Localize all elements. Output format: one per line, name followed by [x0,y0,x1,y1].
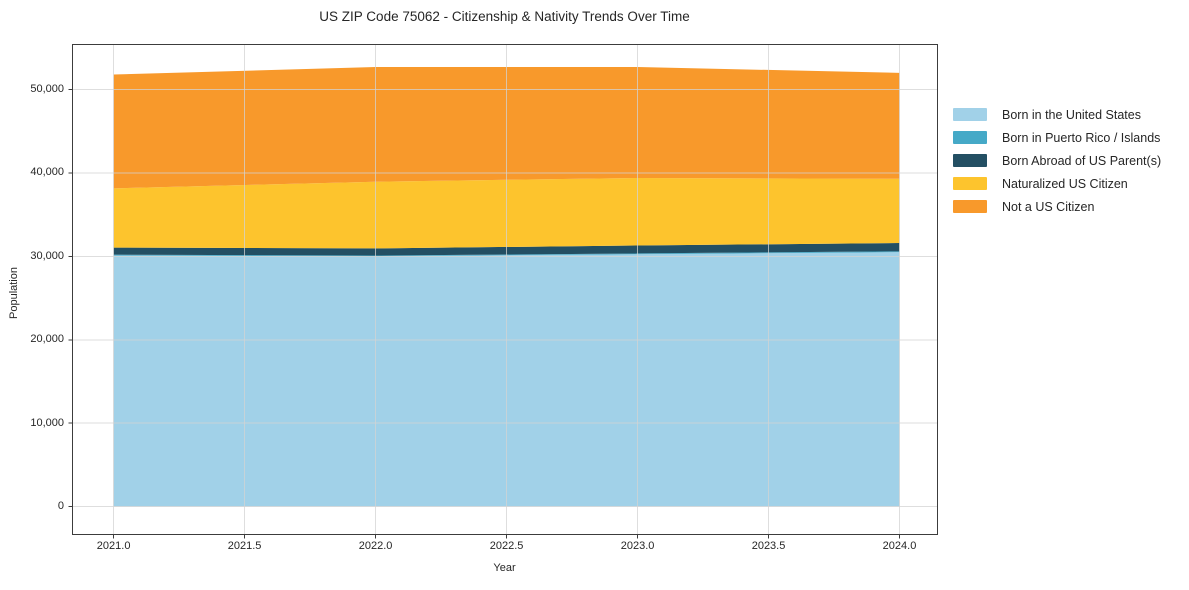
legend-item: Naturalized US Citizen [953,176,1161,191]
legend-item: Born in the United States [953,107,1161,122]
legend-swatch-icon [953,200,987,213]
legend-label: Born in the United States [1002,107,1141,122]
legend-item: Born Abroad of US Parent(s) [953,153,1162,168]
legend-swatch-icon [953,131,987,144]
legend-item: Born in Puerto Rico / Islands [953,130,1161,145]
legend-label: Not a US Citizen [1002,199,1095,214]
legend-label: Born Abroad of US Parent(s) [1002,153,1162,168]
y-axis-title-text: Population [8,267,20,319]
legend-label: Born in Puerto Rico / Islands [1002,130,1161,145]
y-tick-label: 50,000 [30,83,64,96]
x-axis-title: Year [493,562,516,574]
legend-swatch-icon [953,108,987,121]
x-tick-label: 2021.0 [96,540,131,552]
y-tick-label: 10,000 [30,416,64,429]
x-tick-label: 2021.5 [227,540,262,552]
chart-title: US ZIP Code 75062 - Citizenship & Nativi… [319,9,690,24]
y-tick-label: 20,000 [30,333,64,346]
legend-swatch-icon [953,177,987,190]
x-tick-label: 2022.5 [489,540,524,552]
plot-border [71,43,939,536]
x-tick-label: 2024.0 [882,540,917,552]
legend-swatch-icon [953,154,987,167]
x-tick-label: 2022.0 [358,540,393,552]
x-tick-label: 2023.5 [751,540,786,552]
y-tick-label: 30,000 [30,249,64,262]
y-tick-label: 40,000 [30,166,64,179]
x-tick-label: 2023.0 [620,540,655,552]
y-tick-label: 0 [57,500,64,513]
legend-item: Not a US Citizen [953,199,1161,214]
legend-label: Naturalized US Citizen [1002,176,1128,191]
legend: Born in the United States Born in Puerto… [953,107,1162,214]
